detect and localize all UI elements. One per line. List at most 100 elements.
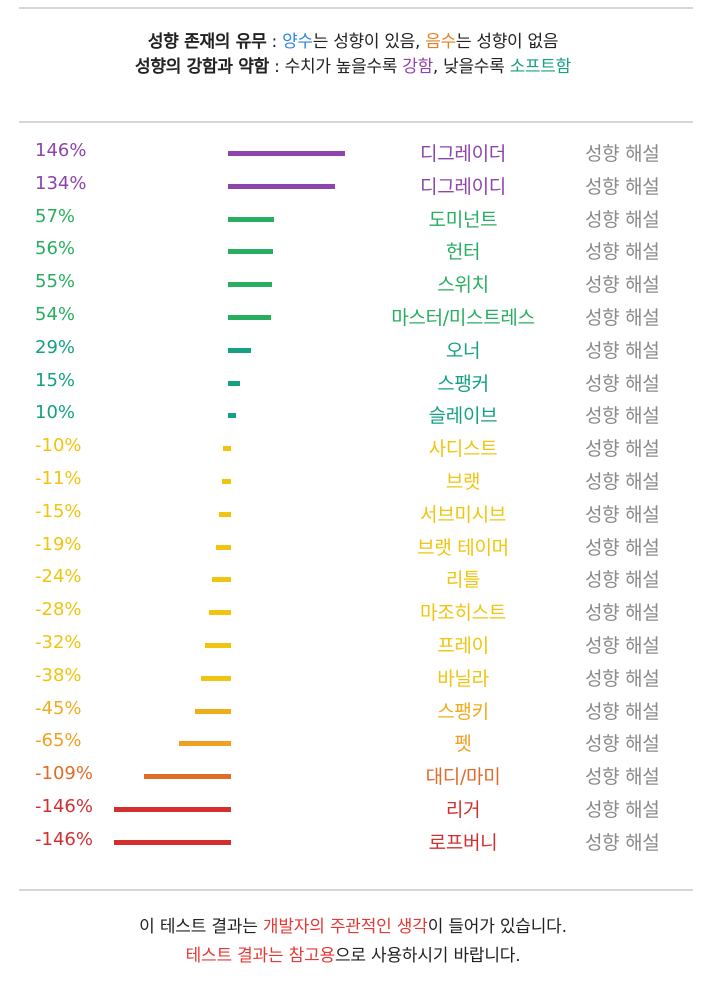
row-bar (228, 413, 236, 419)
row-tendency-name: 헌터 (445, 241, 481, 264)
row-tendency-name: 바닐라 (437, 667, 489, 690)
row-tendency-name: 서브미시브 (420, 503, 506, 526)
row-percent: -11% (35, 468, 82, 489)
row-bar (143, 774, 231, 780)
row-percent: -19% (35, 533, 82, 555)
row-bar (195, 708, 231, 714)
row-explanation-link[interactable]: 성향 해설 (585, 831, 660, 854)
row-bar (179, 741, 231, 747)
row-explanation-link[interactable]: 성향 해설 (585, 175, 660, 198)
row-explanation-link[interactable]: 성향 해설 (585, 766, 660, 789)
row-percent: -146% (35, 828, 93, 850)
row-tendency-name: 도미넌트 (428, 208, 498, 231)
row-bar (114, 839, 231, 845)
row-percent: -109% (35, 763, 93, 785)
row-explanation-link[interactable]: 성향 해설 (585, 274, 660, 297)
row-bar (228, 282, 272, 288)
row-bar (228, 249, 273, 255)
row-explanation-link[interactable]: 성향 해설 (585, 733, 660, 756)
row-explanation-link[interactable]: 성향 해설 (585, 799, 660, 821)
positive-word: 양수 (282, 32, 313, 52)
row-tendency-name: 리거 (445, 799, 481, 821)
row-explanation-link[interactable]: 성향 해설 (585, 503, 660, 526)
row-tendency-name: 스팽키 (437, 700, 489, 723)
row-explanation-link[interactable]: 성향 해설 (585, 372, 660, 395)
row-explanation-link[interactable]: 성향 해설 (585, 307, 660, 329)
row-explanation-link[interactable]: 성향 해설 (585, 339, 660, 362)
row-tendency-name: 사디스트 (428, 438, 498, 461)
strength-label: 성향의 강함과 약함 (135, 57, 269, 77)
row-percent: -24% (35, 566, 82, 588)
existence-label: 성향 존재의 유무 (147, 32, 267, 52)
row-tendency-name: 스위치 (437, 274, 489, 297)
strength-mid: , 낮을수록 (432, 57, 510, 77)
row-explanation-link[interactable]: 성향 해설 (585, 208, 660, 231)
row-explanation-link[interactable]: 성향 해설 (585, 143, 660, 165)
row-tendency-name: 리틀 (445, 569, 481, 592)
row-bar (222, 479, 231, 484)
reference-post: 으로 사용하시기 바랍니다. (334, 946, 521, 966)
row-percent: -38% (35, 664, 82, 686)
row-percent: -146% (35, 796, 93, 817)
row-tendency-name: 스팽커 (437, 372, 489, 395)
disclaimer-post: 이 들어가 있습니다. (427, 917, 567, 937)
row-percent: 15% (35, 369, 76, 391)
row-tendency-name: 디그레이더 (420, 143, 506, 165)
row-bar (219, 511, 231, 517)
row-percent: 29% (35, 336, 76, 358)
row-tendency-name: 로프버니 (428, 831, 498, 854)
row-explanation-link[interactable]: 성향 해설 (585, 700, 660, 723)
row-percent: -45% (35, 697, 82, 719)
row-percent: 146% (35, 140, 87, 161)
disclaimer-pre: 이 테스트 결과는 (139, 917, 263, 937)
positive-desc: 는 성향이 있음, (312, 32, 426, 52)
row-explanation-link[interactable]: 성향 해설 (585, 471, 660, 493)
row-bar (228, 315, 272, 320)
row-tendency-name: 마스터/미스트레스 (391, 307, 535, 329)
row-bar (228, 151, 345, 156)
row-percent: 55% (35, 271, 76, 293)
tendency-chart: 146% 디그레이더 성향 해설 134% 디그레이디 성향 해설 57% 도미넌트 성향 해설… (0, 132, 706, 872)
row-explanation-link[interactable]: 성향 해설 (585, 405, 660, 428)
row-bar (228, 183, 336, 189)
row-percent: 56% (35, 238, 76, 260)
row-percent: 57% (35, 205, 76, 227)
row-bar (114, 807, 231, 812)
disclaimer: 이 테스트 결과는 개발자의 주관적인 생각이 들어가 있습니다. 테스트 결과… (0, 913, 706, 971)
row-bar (211, 577, 231, 583)
row-bar (205, 643, 231, 648)
row-bar (228, 380, 240, 386)
row-bar (228, 216, 274, 222)
row-explanation-link[interactable]: 성향 해설 (585, 667, 660, 690)
row-bar (200, 675, 231, 681)
row-percent: -28% (35, 599, 82, 621)
strength-sep: : 수치가 높을수록 (269, 57, 403, 77)
disclaimer-line-1: 이 테스트 결과는 개발자의 주관적인 생각이 들어가 있습니다. (0, 913, 706, 942)
soft-word: 소프트함 (509, 57, 572, 77)
row-tendency-name: 프레이 (437, 635, 489, 657)
legend-line-strength: 성향의 강함과 약함 : 수치가 높을수록 강함, 낮을수록 소프트함 (0, 55, 706, 80)
negative-desc: 는 성향이 없음 (455, 32, 559, 52)
row-explanation-link[interactable]: 성향 해설 (585, 536, 660, 559)
row-percent: -65% (35, 730, 82, 752)
header-divider (19, 121, 693, 123)
row-explanation-link[interactable]: 성향 해설 (585, 635, 660, 657)
strong-word: 강함 (402, 57, 433, 77)
row-bar (208, 610, 231, 616)
row-explanation-link[interactable]: 성향 해설 (585, 438, 660, 461)
legend-line-existence: 성향 존재의 유무 : 양수는 성향이 있음, 음수는 성향이 없음 (0, 30, 706, 55)
negative-word: 음수 (425, 32, 456, 52)
row-explanation-link[interactable]: 성향 해설 (585, 602, 660, 625)
row-explanation-link[interactable]: 성향 해설 (585, 569, 660, 592)
row-tendency-name: 디그레이디 (420, 175, 506, 198)
row-percent: -10% (35, 435, 82, 457)
row-tendency-name: 대디/마미 (425, 766, 501, 789)
bottom-divider (19, 889, 693, 891)
disclaimer-highlight: 개발자의 주관적인 생각 (262, 917, 428, 937)
row-bar (215, 544, 231, 550)
row-explanation-link[interactable]: 성향 해설 (585, 241, 660, 264)
row-percent: 10% (35, 402, 76, 424)
existence-sep: : (266, 32, 283, 52)
legend-header: 성향 존재의 유무 : 양수는 성향이 있음, 음수는 성향이 없음 성향의 강… (0, 30, 706, 80)
row-bar (228, 347, 252, 353)
